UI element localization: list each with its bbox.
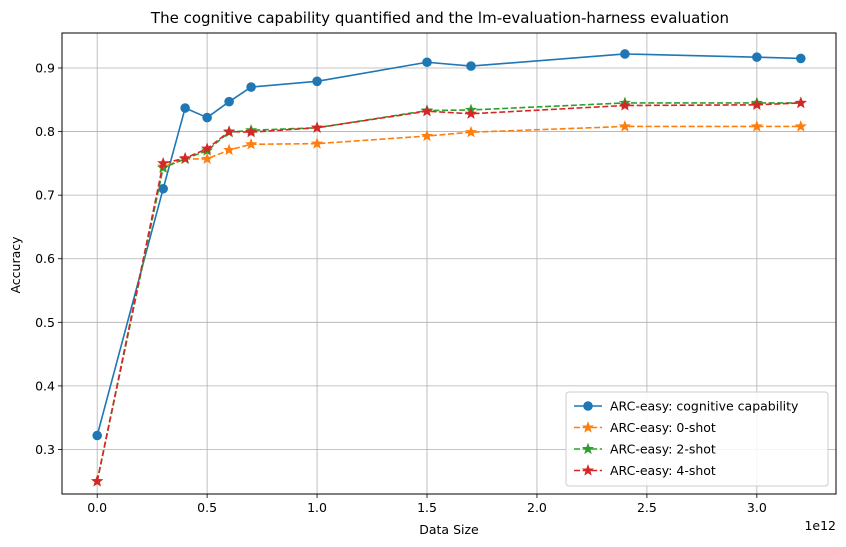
legend-item: ARC-easy: 4-shot: [574, 463, 716, 478]
x-tick-label: 0.5: [197, 500, 217, 515]
grid-lines: [62, 33, 836, 494]
data-point: [245, 125, 258, 138]
legend-label: ARC-easy: 4-shot: [610, 463, 716, 478]
data-point: [618, 99, 631, 111]
data-point: [311, 137, 324, 149]
x-axis-ticks: 0.0 0.5 1.0 1.5 2.0 2.5 3.0: [87, 494, 767, 515]
x-tick-label: 3.0: [747, 500, 767, 515]
data-point: [179, 151, 192, 164]
data-point: [201, 142, 214, 154]
x-axis-label: Data Size: [419, 522, 479, 537]
series-layer: [91, 49, 807, 487]
plot-frame: [61, 32, 837, 495]
data-point: [750, 120, 763, 132]
data-point: [794, 96, 807, 109]
data-point: [752, 52, 762, 62]
legend-label: ARC-easy: 2-shot: [610, 442, 716, 457]
data-point: [420, 129, 434, 142]
y-tick-label: 0.3: [35, 442, 55, 457]
y-tick-label: 0.9: [35, 60, 55, 75]
series-line: [96, 102, 801, 482]
data-point: [464, 125, 478, 138]
data-point: [422, 57, 432, 68]
legend-label: ARC-easy: 0-shot: [610, 420, 716, 435]
legend-marker: [581, 464, 595, 476]
legend-item: ARC-easy: cognitive capability: [574, 399, 799, 414]
data-point: [223, 143, 236, 156]
series-1: [92, 49, 806, 441]
data-point: [312, 76, 322, 87]
x-tick-label: 0.0: [87, 500, 107, 515]
legend-marker: [581, 442, 595, 455]
x-axis-offset-label: 1e12: [804, 518, 836, 533]
y-tick-label: 0.5: [35, 315, 55, 330]
y-axis-ticks: 0.3 0.4 0.5 0.6 0.7 0.8 0.9: [35, 60, 62, 457]
series-4: [91, 96, 807, 487]
data-point: [794, 120, 807, 132]
data-point: [158, 183, 168, 194]
x-tick-label: 2.0: [527, 500, 547, 515]
legend-box: [565, 391, 829, 487]
y-tick-label: 0.4: [35, 378, 55, 393]
data-point: [157, 157, 170, 169]
data-point: [311, 121, 324, 133]
x-tick-label: 1.0: [307, 500, 327, 515]
data-point: [466, 61, 476, 71]
legend-item: ARC-easy: 2-shot: [574, 442, 716, 457]
x-tick-label: 2.5: [637, 500, 657, 515]
data-point: [224, 96, 234, 107]
legend-item: ARC-easy: 0-shot: [574, 420, 716, 435]
y-tick-label: 0.8: [35, 124, 55, 139]
legend-marker: [581, 421, 595, 433]
legend: ARC-easy: cognitive capability ARC-easy: …: [565, 391, 829, 487]
y-tick-label: 0.6: [35, 251, 55, 266]
data-point: [464, 107, 478, 119]
data-point: [750, 98, 763, 110]
data-point: [92, 430, 102, 441]
series-line: [96, 102, 801, 482]
data-point: [223, 125, 236, 137]
data-point: [180, 103, 190, 113]
data-point: [618, 120, 631, 132]
series-line: [96, 53, 801, 436]
y-axis-label: Accuracy: [8, 236, 23, 294]
data-point: [201, 152, 214, 165]
y-tick-label: 0.7: [35, 188, 55, 203]
data-point: [91, 474, 104, 487]
data-point: [245, 137, 258, 150]
x-tick-label: 1.5: [417, 500, 437, 515]
data-point: [420, 104, 434, 117]
legend-marker: [583, 401, 593, 411]
data-point: [796, 53, 806, 64]
data-point: [620, 49, 630, 59]
data-point: [202, 112, 212, 123]
data-point: [246, 82, 256, 92]
legend-label: ARC-easy: cognitive capability: [610, 399, 799, 414]
chart-title: The cognitive capability quantified and …: [150, 9, 729, 27]
